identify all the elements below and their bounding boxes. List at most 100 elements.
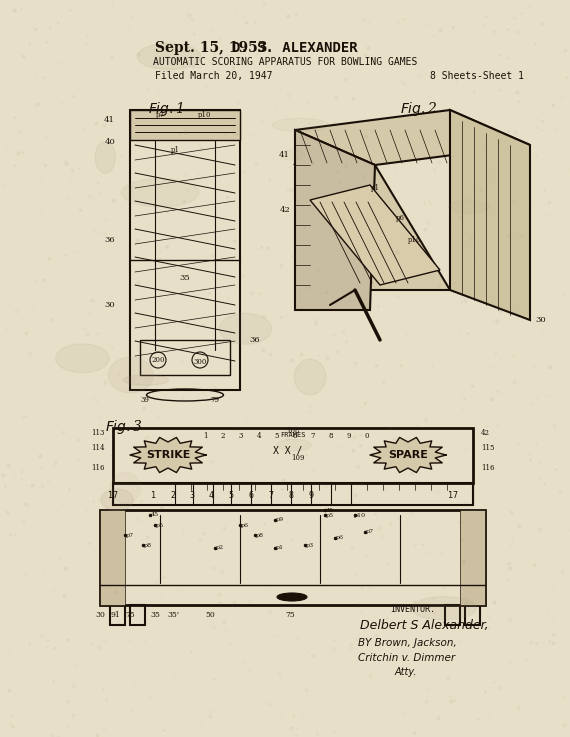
Text: 200: 200 (151, 356, 165, 364)
Text: p1: p1 (170, 146, 180, 154)
Text: 114: 114 (92, 444, 105, 452)
Text: AUTOMATIC SCORING APPARATUS FOR BOWLING GAMES: AUTOMATIC SCORING APPARATUS FOR BOWLING … (153, 57, 417, 67)
Ellipse shape (121, 178, 199, 207)
Bar (130, 110, 240, 140)
Text: p2: p2 (216, 545, 224, 551)
Text: 36: 36 (104, 236, 115, 244)
Ellipse shape (277, 593, 307, 601)
Bar (460, 510, 485, 605)
Polygon shape (310, 185, 440, 285)
Bar (140, 340, 230, 375)
Text: 17: 17 (108, 491, 118, 500)
Ellipse shape (276, 439, 311, 451)
Bar (130, 605, 145, 625)
Text: X X /: X X / (273, 446, 303, 456)
Ellipse shape (95, 142, 115, 173)
Text: 30: 30 (95, 611, 105, 619)
Text: 1: 1 (203, 432, 207, 440)
Text: p1: p1 (276, 545, 284, 551)
Text: p8: p8 (256, 533, 264, 537)
Ellipse shape (56, 344, 109, 373)
Text: 79: 79 (210, 396, 219, 404)
Text: 41: 41 (104, 116, 115, 124)
Polygon shape (295, 165, 450, 290)
Text: p10: p10 (198, 111, 211, 119)
Text: 4: 4 (209, 491, 214, 500)
Text: 41: 41 (279, 151, 290, 159)
Text: $\mathit{Fig.}$2: $\mathit{Fig.}$2 (400, 100, 438, 118)
Polygon shape (295, 110, 530, 165)
Text: 39: 39 (141, 396, 149, 404)
Text: 8: 8 (288, 491, 294, 500)
Polygon shape (450, 110, 530, 320)
Ellipse shape (101, 489, 133, 511)
Text: 30: 30 (104, 301, 115, 309)
Ellipse shape (110, 472, 141, 503)
Text: 300: 300 (193, 358, 207, 366)
Text: p3: p3 (306, 542, 314, 548)
Text: p5: p5 (326, 512, 334, 517)
Text: 3: 3 (189, 491, 194, 500)
Text: 36: 36 (250, 336, 260, 344)
Bar (100, 510, 125, 605)
Text: 91: 91 (110, 611, 120, 619)
Text: 5: 5 (275, 432, 279, 440)
Text: 75: 75 (125, 611, 135, 619)
Bar (465, 605, 480, 625)
Text: Delbert S Alexander,: Delbert S Alexander, (360, 618, 488, 632)
Polygon shape (130, 438, 206, 472)
Text: p7: p7 (156, 111, 165, 119)
Ellipse shape (219, 313, 272, 344)
Text: 35: 35 (180, 274, 190, 282)
Text: Sept. 15, 1953: Sept. 15, 1953 (155, 41, 267, 55)
Text: 9: 9 (347, 432, 351, 440)
Text: Critchin v. Dimmer: Critchin v. Dimmer (358, 653, 455, 663)
Text: 108: 108 (286, 427, 300, 435)
Text: 2: 2 (170, 491, 176, 500)
Ellipse shape (412, 597, 477, 620)
Bar (113, 428, 473, 483)
Text: 0: 0 (365, 432, 369, 440)
Text: 9: 9 (308, 491, 314, 500)
Bar (445, 605, 460, 625)
Text: 113: 113 (92, 429, 105, 437)
Text: p7: p7 (366, 529, 374, 534)
Text: p9: p9 (276, 517, 284, 523)
Text: 42: 42 (279, 206, 290, 214)
Text: 3: 3 (239, 432, 243, 440)
Text: INVENTOR.: INVENTOR. (390, 606, 435, 615)
Text: 116: 116 (92, 464, 105, 472)
Text: 116: 116 (481, 464, 495, 472)
Text: 8 Sheets-Sheet 1: 8 Sheets-Sheet 1 (430, 71, 524, 81)
Ellipse shape (294, 359, 326, 395)
Text: 45: 45 (326, 508, 334, 512)
Text: $\mathit{Fig.}$1: $\mathit{Fig.}$1 (148, 100, 184, 118)
Bar (110, 605, 125, 625)
Text: 6: 6 (293, 432, 297, 440)
Text: BY Brown, Jackson,: BY Brown, Jackson, (358, 638, 457, 648)
Text: 40: 40 (104, 138, 115, 146)
Ellipse shape (137, 43, 201, 69)
Text: 17: 17 (448, 491, 458, 500)
Bar (113, 483, 473, 505)
Text: p1: p1 (370, 184, 380, 192)
Text: 35': 35' (167, 611, 179, 619)
Text: $\mathit{Fig.}$3: $\mathit{Fig.}$3 (105, 418, 143, 436)
Text: p5: p5 (156, 523, 164, 528)
Text: p10: p10 (354, 512, 366, 517)
Text: STRIKE: STRIKE (146, 450, 190, 460)
Text: 1: 1 (152, 491, 157, 500)
Polygon shape (295, 130, 375, 310)
Text: Filed March 20, 1947: Filed March 20, 1947 (155, 71, 272, 81)
Text: p6: p6 (336, 536, 344, 540)
Text: D. S. ALEXANDER: D. S. ALEXANDER (232, 41, 358, 55)
Text: 5: 5 (229, 491, 234, 500)
Text: 115: 115 (481, 444, 495, 452)
Ellipse shape (448, 200, 489, 214)
Text: 30: 30 (535, 316, 545, 324)
Text: Atty.: Atty. (395, 667, 417, 677)
Text: 42: 42 (481, 429, 490, 437)
Text: SPARE: SPARE (388, 450, 428, 460)
Text: FRAMES: FRAMES (280, 432, 306, 438)
Text: 75: 75 (285, 611, 295, 619)
